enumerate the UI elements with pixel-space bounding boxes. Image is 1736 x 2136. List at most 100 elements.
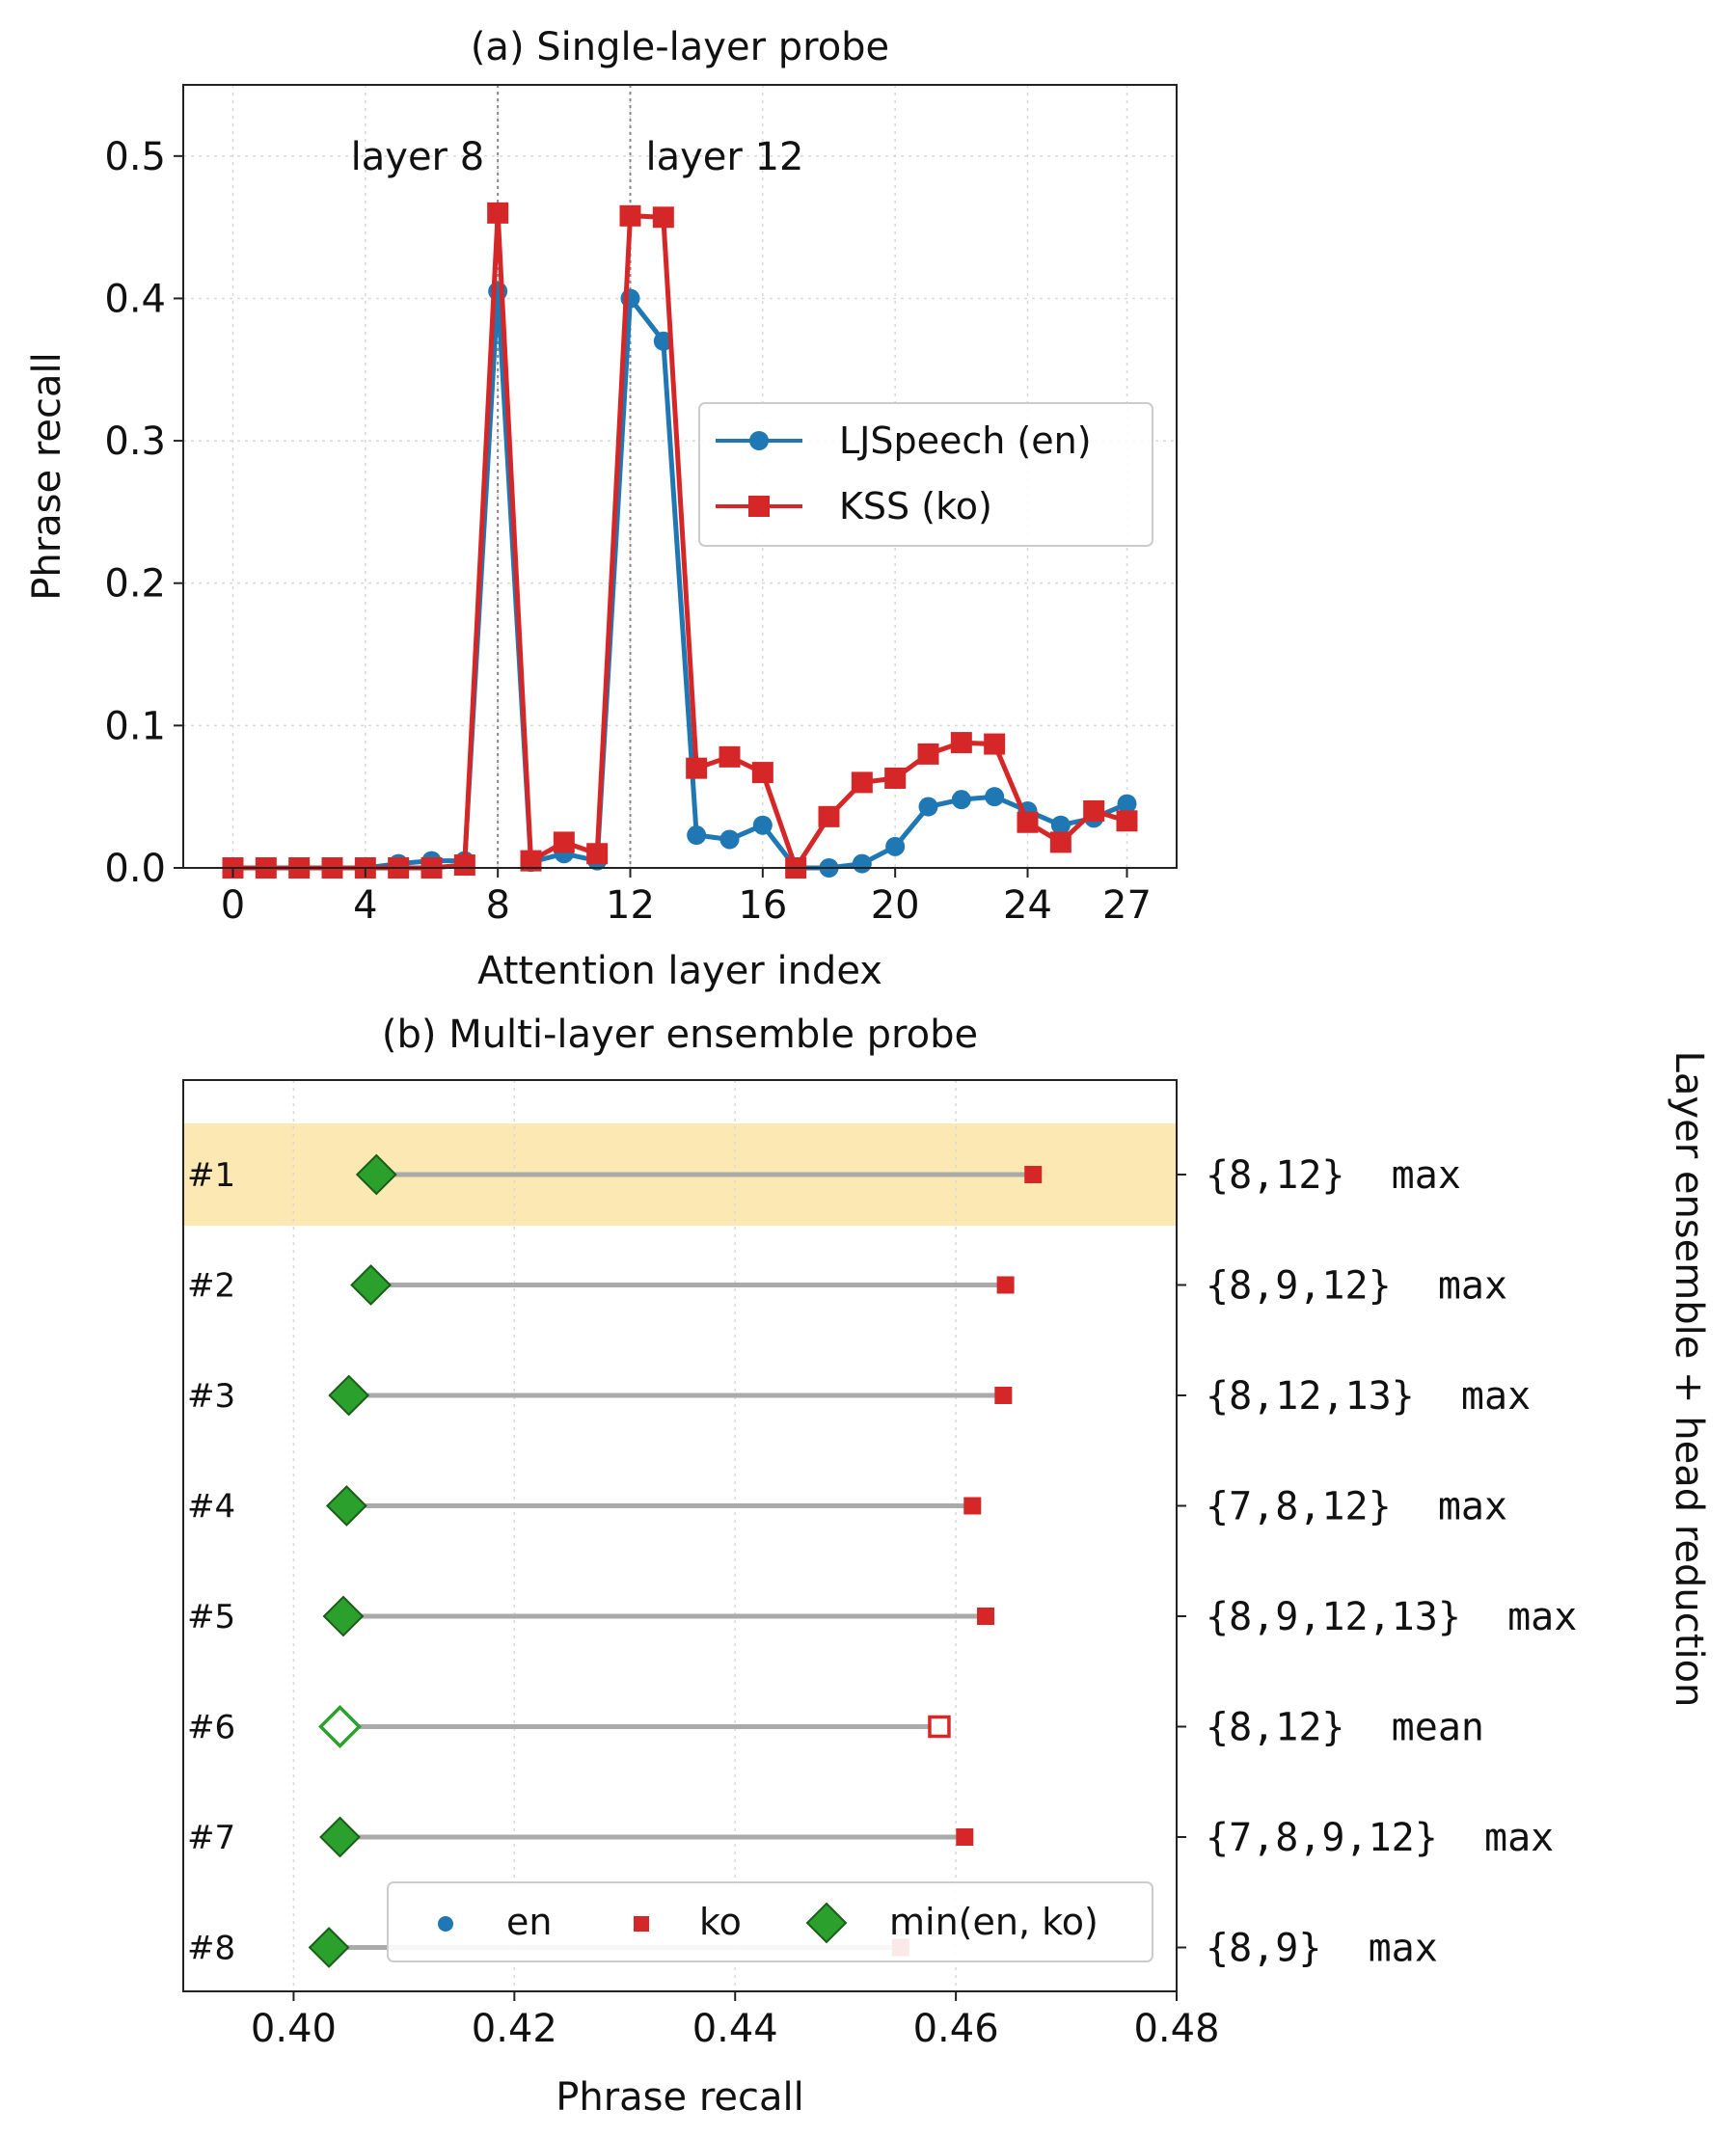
min-marker (319, 1816, 361, 1858)
series-line-ljspeech (232, 288, 1128, 871)
panel-b-right-axis-label: Layer ensemble + head reduction (1667, 1051, 1711, 1708)
panel-a-legend: LJSpeech (en) KSS (ko) (698, 402, 1153, 547)
panel-b-row-labels: {8,12} max {8,9,12} max {8,12,13} max {7,8,… (1177, 1153, 1577, 1971)
rank-label: #4 (187, 1488, 235, 1527)
annotation-layer-8: layer 8 (351, 135, 485, 179)
data-point-kss (553, 831, 575, 853)
data-point-kss (884, 767, 907, 789)
legend-ko-marker (634, 1916, 649, 1932)
rank-label: #6 (187, 1709, 235, 1747)
data-point-ljspeech (985, 787, 1005, 807)
data-point-kss (520, 850, 542, 872)
data-point-ljspeech (752, 815, 773, 835)
x-tick-label: 0.48 (1133, 2007, 1219, 2051)
rank-label: #5 (187, 1598, 235, 1636)
data-point-kss (1116, 810, 1138, 832)
rank-label: #3 (187, 1377, 235, 1416)
panel-a-x-axis-label: Attention layer index (477, 949, 882, 993)
min-marker (328, 1374, 370, 1417)
panel-b-legend: en ko min(en, ko) (387, 1881, 1153, 1962)
x-tick-label: 0.46 (913, 2007, 999, 2051)
panel-a-y-axis-label: Phrase recall (25, 352, 69, 601)
legend-kss-marker (748, 496, 770, 517)
panel-a-x-ticks: 0 4 8 12 16 20 24 27 (221, 868, 1152, 928)
row-label: {8,9} max (1206, 1927, 1438, 1971)
annotation-layer-12: layer 12 (646, 135, 804, 179)
data-point-kss (1049, 831, 1071, 853)
row-label: {8,12,13} max (1206, 1374, 1531, 1419)
legend-ko-label: ko (699, 1901, 742, 1943)
min-marker (350, 1264, 392, 1306)
rank-label: #7 (187, 1819, 235, 1857)
data-point-ljspeech (687, 825, 707, 846)
legend-kss-label: KSS (ko) (839, 485, 992, 527)
x-tick-label: 0.42 (472, 2007, 557, 2051)
min-marker (322, 1595, 365, 1637)
panel-a-legend-box (698, 402, 1153, 547)
data-point-ljspeech (1050, 815, 1071, 835)
x-tick-label: 24 (1003, 883, 1052, 928)
panel-a-y-ticks: 0.0 0.1 0.2 0.3 0.4 0.5 (104, 135, 183, 891)
data-point-kss (851, 771, 873, 794)
row-label: {8,12} max (1206, 1153, 1461, 1198)
panel-b-title: (b) Multi-layer ensemble probe (382, 1013, 978, 1057)
min-marker (325, 1485, 367, 1527)
data-point-kss (487, 202, 509, 224)
ko-marker (1024, 1166, 1043, 1183)
data-point-ljspeech (918, 797, 938, 817)
row-label: {7,8,12} max (1206, 1485, 1507, 1529)
ko-marker (956, 1828, 974, 1846)
panel-b-ensemble-chart: (b) Multi-layer ensemble probe #1#2#3#4#… (182, 1013, 1711, 2120)
rank-label: #2 (187, 1267, 235, 1306)
data-point-kss (719, 745, 741, 768)
min-marker (318, 1705, 362, 1748)
legend-en-marker (438, 1916, 453, 1932)
panel-a-reference-lines (497, 85, 632, 868)
panel-b-frame (182, 1079, 1178, 1992)
panel-a-line-chart: (a) Single-layer probe layer 8 layer 12 … (25, 25, 1178, 993)
row-label: {8,12} mean (1206, 1706, 1484, 1750)
data-point-ljspeech (1117, 794, 1137, 814)
panel-b-legend-box (387, 1881, 1153, 1962)
data-point-kss (984, 733, 1006, 755)
data-point-kss (1017, 811, 1039, 833)
legend-en-label: en (506, 1901, 552, 1943)
y-tick-label: 0.2 (104, 562, 166, 607)
data-point-kss (686, 757, 708, 779)
min-marker (355, 1153, 397, 1196)
data-point-ljspeech (885, 836, 906, 856)
legend-min-marker (805, 1902, 848, 1944)
x-tick-label: 8 (485, 883, 509, 928)
ko-marker (963, 1497, 982, 1515)
y-tick-label: 0.3 (104, 419, 166, 464)
x-tick-label: 0.44 (692, 2007, 778, 2051)
y-tick-label: 0.0 (104, 847, 166, 891)
row-label: {8,9,12,13} max (1206, 1595, 1577, 1639)
legend-ljspeech-marker (749, 431, 769, 450)
data-point-kss (1083, 799, 1105, 822)
data-point-ljspeech (951, 790, 971, 810)
x-tick-label: 0 (221, 883, 245, 928)
panel-b-x-ticks: 0.40 0.42 0.44 0.46 0.48 (251, 1991, 1220, 2051)
data-point-kss (453, 854, 475, 877)
ko-marker (994, 1387, 1013, 1404)
data-point-kss (818, 805, 840, 827)
ko-marker (928, 1715, 951, 1739)
legend-min-label: min(en, ko) (889, 1901, 1099, 1943)
row-label: {8,9,12} max (1206, 1264, 1507, 1309)
data-point-kss (917, 743, 939, 765)
panel-b-rows: #1 #2 #3 #4 #5 #6 #7 #8 (187, 1153, 1043, 1968)
x-tick-label: 16 (738, 883, 787, 928)
y-tick-label: 0.5 (104, 135, 166, 179)
x-tick-label: 12 (606, 883, 655, 928)
data-point-kss (751, 762, 773, 784)
x-tick-label: 20 (871, 883, 920, 928)
data-point-ljspeech (719, 829, 740, 850)
data-point-kss (950, 732, 972, 754)
panel-a-title: (a) Single-layer probe (471, 25, 889, 69)
row-label: {7,8,9,12} max (1206, 1816, 1554, 1860)
y-tick-label: 0.1 (104, 704, 166, 748)
data-point-kss (586, 843, 609, 865)
x-tick-label: 27 (1102, 883, 1152, 928)
